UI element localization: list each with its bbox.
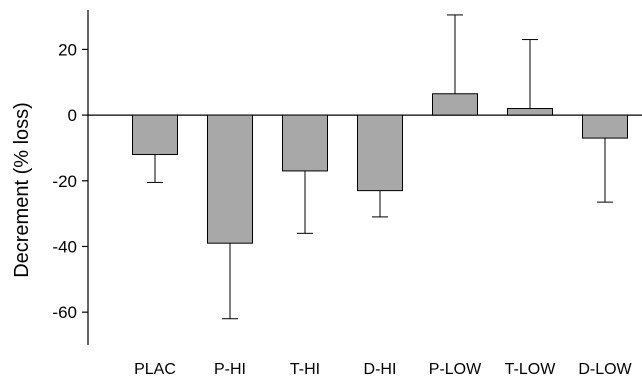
- y-tick-label: -40: [52, 237, 77, 256]
- bar-plac: [132, 114, 178, 156]
- error-bars: [147, 14, 613, 320]
- x-tick-label-t-low: T-LOW: [505, 361, 557, 378]
- bar-d-low: [582, 114, 628, 139]
- x-tick-label-p-hi: P-HI: [214, 361, 246, 378]
- y-tick-label: -20: [52, 172, 77, 191]
- y-ticks: -60 -40 -20 0 20: [52, 40, 88, 322]
- x-tick-label-p-low: P-LOW: [429, 361, 482, 378]
- bar-p-low: [432, 93, 478, 116]
- x-tick-label-t-hi: T-HI: [290, 361, 320, 378]
- bar-p-hi: [207, 114, 253, 244]
- y-tick-label: -60: [52, 303, 77, 322]
- x-tick-labels: PLAC P-HI T-HI D-HI P-LOW T-LOW D-LOW: [134, 361, 632, 378]
- y-axis-title: Decrement (% loss): [11, 102, 33, 278]
- y-tick-label: 0: [68, 106, 77, 125]
- bars: [132, 93, 628, 244]
- x-tick-label-d-low: D-LOW: [578, 361, 632, 378]
- x-tick-label-d-hi: D-HI: [364, 361, 397, 378]
- bar-d-hi: [357, 114, 403, 192]
- bar-t-hi: [282, 114, 328, 172]
- x-tick-label-plac: PLAC: [134, 361, 176, 378]
- bar-t-low: [507, 108, 553, 116]
- y-tick-label: 20: [58, 40, 77, 59]
